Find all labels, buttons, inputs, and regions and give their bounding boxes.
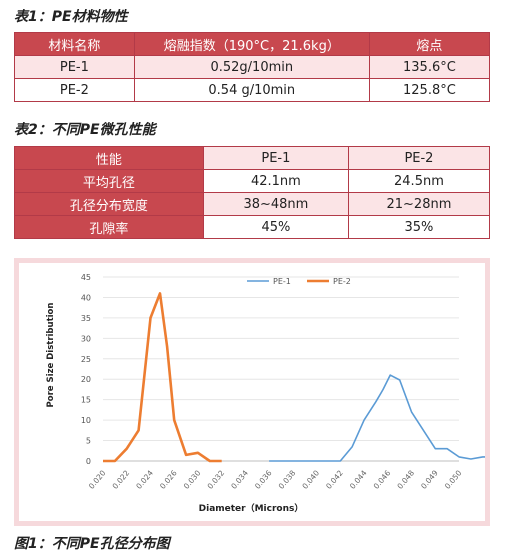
table-cell: 42.1nm (202, 169, 349, 193)
y-tick-label: 10 (81, 416, 91, 425)
table-cell: 0.52g/10min (133, 55, 370, 79)
y-tick-label: 20 (81, 375, 91, 384)
header-cell: 熔融指数（190°C，21.6kg） (133, 32, 370, 56)
table-header-row: 性能 PE-1 PE-2 (14, 146, 491, 170)
table-cell: 38~48nm (202, 192, 349, 216)
x-tick-label: 0.044 (348, 468, 369, 490)
table-cell: 35% (347, 215, 491, 239)
header-cell: PE-2 (347, 146, 491, 170)
chart-frame: 0 5 10 15 20 25 30 35 40 45 0.020 0.022 0.024 0.026 0… (14, 258, 505, 526)
y-tick-label: 25 (81, 355, 91, 364)
legend-label: PE-1 (273, 277, 291, 286)
header-cell: 性能 (14, 146, 204, 170)
table-row: PE-1 0.52g/10min 135.6°C (14, 55, 491, 79)
series-line-pe-1 (269, 374, 505, 462)
table-cell: 孔径分布宽度 (14, 192, 204, 216)
y-tick-label: 40 (81, 293, 91, 302)
x-tick-label: 0.050 (443, 468, 464, 490)
x-tick-label: 0.036 (253, 468, 274, 490)
table-cell: 平均孔径 (14, 169, 204, 193)
y-tick-label: 5 (86, 437, 91, 446)
table-cell: PE-1 (14, 55, 135, 79)
x-tick-label: 0.049 (419, 468, 440, 490)
table-cell: 45% (202, 215, 349, 239)
table-material-properties: 材料名称 熔融指数（190°C，21.6kg） 熔点 PE-1 0.52g/10… (14, 32, 491, 102)
table-cell: PE-2 (14, 78, 135, 102)
table-cell: 0.54 g/10min (133, 78, 370, 102)
y-tick-label: 35 (81, 314, 91, 323)
y-tick-label: 0 (86, 457, 91, 466)
x-tick-label: 0.048 (395, 468, 416, 490)
x-tick-label: 0.034 (229, 468, 250, 490)
x-axis-label: Diameter（Microns） (199, 503, 304, 514)
figure-caption: 图1：不同PE孔径分布图 (14, 536, 170, 552)
x-tick-label: 0.026 (158, 468, 179, 490)
table2-caption: 表2：不同PE微孔性能 (14, 122, 156, 138)
header-cell: 材料名称 (14, 32, 135, 56)
x-tick-label: 0.020 (87, 468, 108, 490)
table-cell: 125.8°C (368, 78, 491, 102)
x-tick-label: 0.038 (277, 468, 298, 490)
y-tick-label: 45 (81, 273, 91, 282)
table-cell: 24.5nm (347, 169, 491, 193)
x-tick-label: 0.042 (324, 468, 345, 490)
table-row: 平均孔径 42.1nm 24.5nm (14, 169, 491, 193)
y-axis-label: Pore Size Distribution (46, 303, 56, 408)
table1-caption: 表1：PE材料物性 (14, 9, 128, 25)
legend-label: PE-2 (333, 277, 351, 286)
x-tick-label: 0.022 (111, 468, 132, 490)
table-pore-properties: 性能 PE-1 PE-2 平均孔径 42.1nm 24.5nm 孔径分布宽度 3… (14, 146, 491, 239)
x-tick-label: 0.030 (182, 468, 203, 490)
header-cell: PE-1 (202, 146, 349, 170)
header-cell: 熔点 (368, 32, 491, 56)
table-cell: 21~28nm (347, 192, 491, 216)
table-header-row: 材料名称 熔融指数（190°C，21.6kg） 熔点 (14, 32, 491, 56)
y-tick-label: 30 (81, 334, 91, 343)
table-row: 孔径分布宽度 38~48nm 21~28nm (14, 192, 491, 216)
x-tick-label: 0.024 (134, 468, 155, 490)
table-cell: 135.6°C (368, 55, 491, 79)
x-tick-label: 0.046 (372, 468, 393, 490)
series-line-pe-2 (103, 292, 222, 463)
x-tick-label: 0.032 (205, 468, 226, 490)
table-row: PE-2 0.54 g/10min 125.8°C (14, 78, 491, 102)
y-tick-label: 15 (81, 396, 91, 405)
table-cell: 孔隙率 (14, 215, 204, 239)
x-tick-label: 0.040 (300, 468, 321, 490)
table-row: 孔隙率 45% 35% (14, 215, 491, 239)
